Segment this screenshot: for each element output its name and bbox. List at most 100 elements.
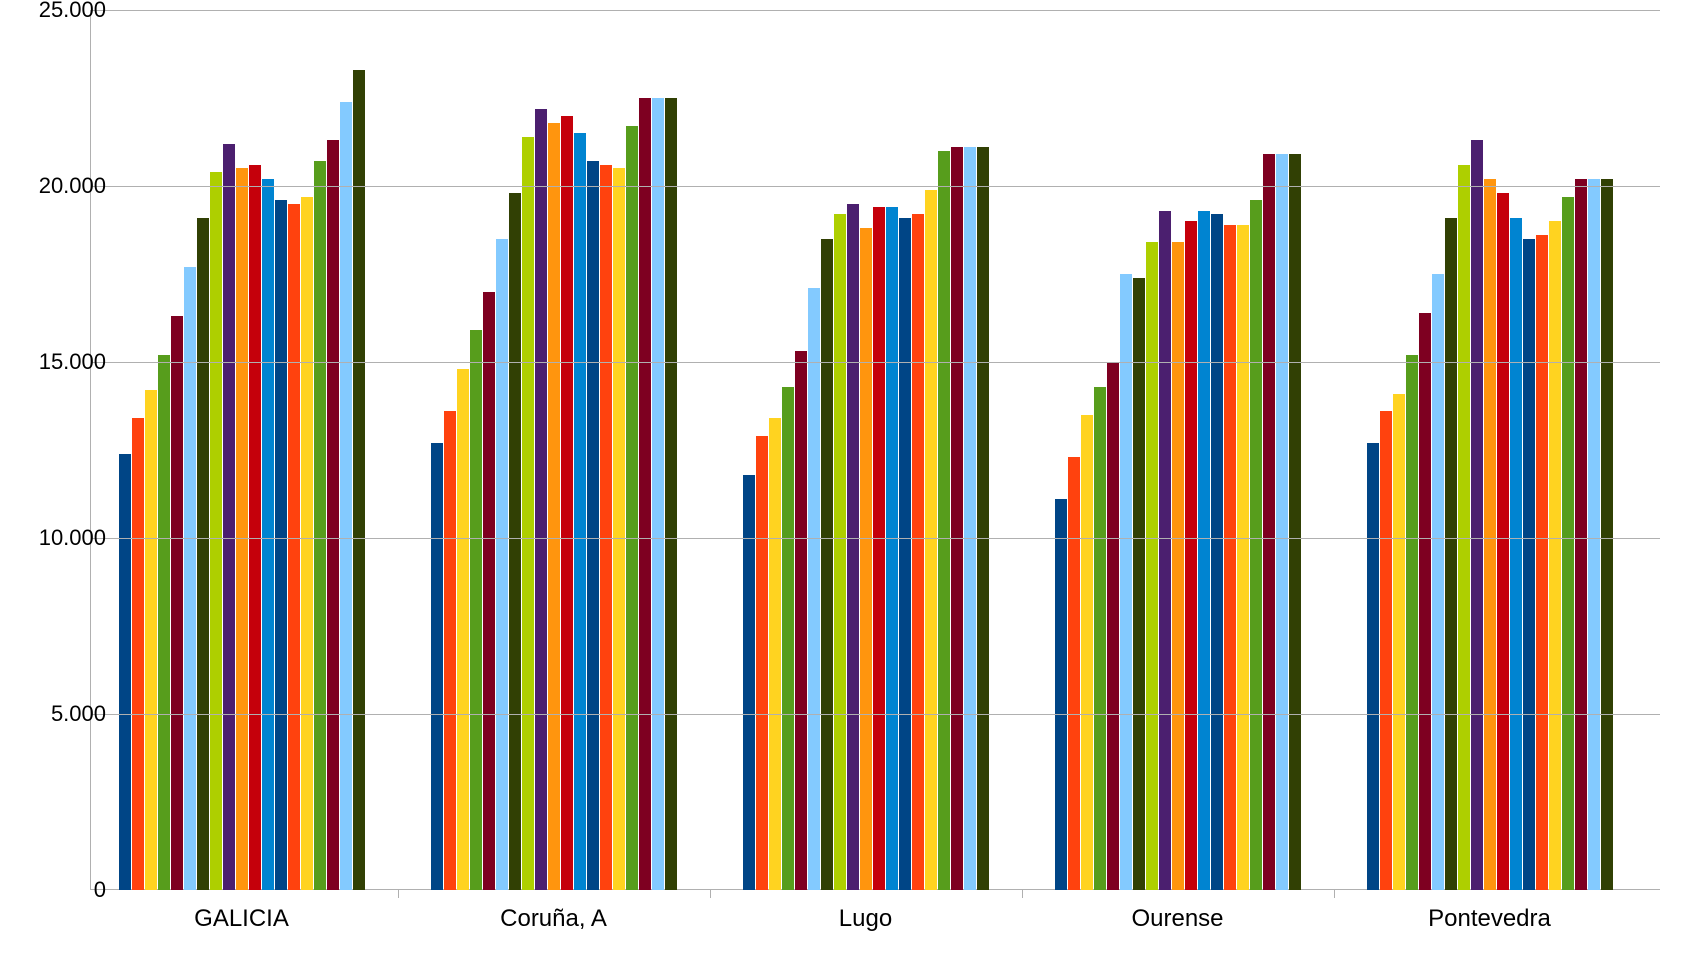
bar	[1523, 239, 1535, 890]
bar	[1497, 193, 1509, 890]
bar	[470, 330, 482, 890]
bar	[821, 239, 833, 890]
bar	[756, 436, 768, 890]
gridline	[91, 714, 1660, 715]
bar	[1393, 394, 1405, 890]
bar	[925, 190, 937, 890]
x-tick	[710, 890, 711, 898]
bar	[782, 387, 794, 890]
bar	[1601, 179, 1613, 890]
bar	[977, 147, 989, 890]
bar	[1146, 242, 1158, 890]
bar	[1380, 411, 1392, 890]
bar	[262, 179, 274, 890]
gridline	[91, 186, 1660, 187]
bar	[1094, 387, 1106, 890]
bar	[600, 165, 612, 890]
y-axis-label: 10.000	[39, 525, 106, 551]
bar	[509, 193, 521, 890]
bar	[1445, 218, 1457, 890]
bar	[860, 228, 872, 890]
bar	[1185, 221, 1197, 890]
bar	[1263, 154, 1275, 890]
gridline	[91, 362, 1660, 363]
bar	[951, 147, 963, 890]
bar	[1588, 179, 1600, 890]
bar	[769, 418, 781, 890]
bar	[1211, 214, 1223, 890]
bar	[639, 98, 651, 890]
bar	[327, 140, 339, 890]
bar	[1055, 499, 1067, 890]
bar	[210, 172, 222, 890]
bar	[535, 109, 547, 890]
bar	[1458, 165, 1470, 890]
bar	[171, 316, 183, 890]
bar	[288, 204, 300, 890]
bar	[1406, 355, 1418, 890]
bar	[496, 239, 508, 890]
bar	[964, 147, 976, 890]
bar	[886, 207, 898, 890]
bar	[795, 351, 807, 890]
bar	[431, 443, 443, 890]
bar	[522, 137, 534, 890]
bar	[444, 411, 456, 890]
bar	[1510, 218, 1522, 890]
bar	[1471, 140, 1483, 890]
bar	[613, 168, 625, 890]
bar	[587, 161, 599, 890]
bar	[834, 214, 846, 890]
x-axis-label: Ourense	[1131, 905, 1223, 933]
x-tick	[398, 890, 399, 898]
bar	[1224, 225, 1236, 890]
bar	[340, 102, 352, 890]
y-axis-label: 0	[94, 877, 106, 903]
x-axis-label: Coruña, A	[500, 905, 607, 933]
bar	[1432, 274, 1444, 890]
bar	[574, 133, 586, 890]
gridline	[91, 538, 1660, 539]
plot-area	[90, 10, 1660, 890]
y-axis-label: 25.000	[39, 0, 106, 23]
bar	[483, 292, 495, 890]
bar	[743, 475, 755, 890]
bar	[1159, 211, 1171, 890]
bar	[158, 355, 170, 890]
bar	[1536, 235, 1548, 890]
bar	[1120, 274, 1132, 890]
bar	[119, 454, 131, 890]
bar	[808, 288, 820, 890]
bar	[1107, 362, 1119, 890]
bar	[236, 168, 248, 890]
bar	[899, 218, 911, 890]
bar	[1237, 225, 1249, 890]
bar	[1367, 443, 1379, 890]
bar	[1276, 154, 1288, 890]
gridline	[91, 10, 1660, 11]
bar	[1419, 313, 1431, 890]
bar	[145, 390, 157, 890]
bar	[873, 207, 885, 890]
bar	[353, 70, 365, 890]
y-axis-label: 15.000	[39, 349, 106, 375]
bar	[548, 123, 560, 890]
bar	[938, 151, 950, 890]
x-tick	[1334, 890, 1335, 898]
bar	[652, 98, 664, 890]
x-tick	[1022, 890, 1023, 898]
bar	[1198, 211, 1210, 890]
bar	[847, 204, 859, 890]
bar	[1562, 197, 1574, 890]
x-axis-label: Pontevedra	[1428, 905, 1551, 933]
bar	[197, 218, 209, 890]
x-axis-label: GALICIA	[194, 905, 289, 933]
bar	[1484, 179, 1496, 890]
bar	[561, 116, 573, 890]
bar	[1068, 457, 1080, 890]
y-axis-label: 5.000	[51, 701, 106, 727]
bar	[301, 197, 313, 890]
bar	[1289, 154, 1301, 890]
bar	[626, 126, 638, 890]
bar	[665, 98, 677, 890]
